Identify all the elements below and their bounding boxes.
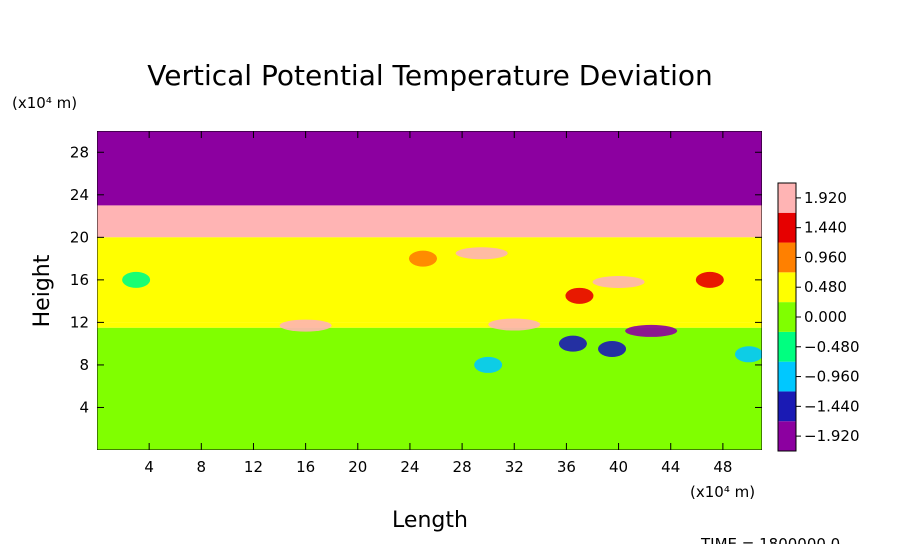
colorbar-swatch xyxy=(778,212,796,243)
x-tick-label: 40 xyxy=(609,458,628,476)
anomaly-patch xyxy=(695,271,724,288)
y-tick-label: 28 xyxy=(70,143,89,161)
x-axis-ticks: 4 8 12 16 20 24 28 32 36 40 44 48 xyxy=(144,131,732,476)
colorbar-label: 1.920 xyxy=(804,189,847,207)
y-tick-label: 4 xyxy=(79,398,89,416)
field-region xyxy=(97,327,762,450)
colorbar-label: −0.960 xyxy=(804,368,860,386)
colorbar-label: 0.000 xyxy=(804,308,847,326)
y-tick-label: 16 xyxy=(70,271,89,289)
colorbar-label: 0.960 xyxy=(804,248,847,266)
colorbar-swatch xyxy=(778,421,796,451)
x-tick-label: 12 xyxy=(244,458,263,476)
anomaly-patch xyxy=(565,287,594,304)
colorbar-swatch xyxy=(778,183,796,213)
x-tick-label: 44 xyxy=(661,458,680,476)
anomaly-patch xyxy=(474,356,503,373)
y-tick-label: 8 xyxy=(79,356,89,374)
x-axis-label: Length xyxy=(392,508,468,533)
colorbar-swatch xyxy=(778,391,796,422)
field-region xyxy=(97,131,762,206)
colorbar-swatch xyxy=(778,331,796,362)
colorbar-label: −1.920 xyxy=(804,427,860,445)
x-tick-label: 20 xyxy=(348,458,367,476)
y-tick-label: 12 xyxy=(70,313,89,331)
x-tick-label: 16 xyxy=(296,458,315,476)
anomaly-patch xyxy=(734,346,762,363)
x-tick-label: 36 xyxy=(557,458,576,476)
field-region xyxy=(97,322,762,328)
anomaly-patch xyxy=(122,271,151,288)
y-axis-ticks: 4 8 12 16 20 24 28 xyxy=(70,143,762,416)
x-tick-label: 48 xyxy=(713,458,732,476)
y-axis-unit: (x10⁴ m) xyxy=(12,94,77,112)
anomaly-patch xyxy=(279,319,332,332)
anomaly-patch xyxy=(558,335,587,352)
colorbar-label: 1.440 xyxy=(804,219,847,237)
anomaly-patch xyxy=(488,318,541,331)
colorbar-swatch xyxy=(778,302,796,332)
x-tick-label: 28 xyxy=(453,458,472,476)
time-label: TIME = 1800000.0 xyxy=(700,535,840,544)
colorbar-swatch xyxy=(778,272,796,303)
x-tick-label: 8 xyxy=(197,458,207,476)
field-region xyxy=(97,205,762,238)
y-tick-label: 20 xyxy=(70,228,89,246)
y-axis-label: Height xyxy=(30,254,55,327)
x-tick-label: 32 xyxy=(505,458,524,476)
field-region xyxy=(97,237,762,323)
x-tick-label: 24 xyxy=(400,458,419,476)
anomaly-patch xyxy=(625,324,678,337)
chart-title: Vertical Potential Temperature Deviation xyxy=(147,59,712,92)
colorbar-label: 0.480 xyxy=(804,278,847,296)
anomaly-patch xyxy=(598,340,627,357)
plot-area xyxy=(97,131,762,450)
colorbar-swatch xyxy=(778,242,796,273)
y-tick-label: 24 xyxy=(70,186,89,204)
colorbar: 1.920 1.440 0.960 0.480 0.000 −0.480 −0.960 −1.… xyxy=(777,182,860,452)
colorbar-label: −1.440 xyxy=(804,397,860,415)
colorbar-label: −0.480 xyxy=(804,338,860,356)
anomaly-patch xyxy=(592,275,645,288)
anomaly-patch xyxy=(408,250,437,267)
x-tick-label: 4 xyxy=(144,458,154,476)
colorbar-swatch xyxy=(778,361,796,392)
anomaly-patch xyxy=(455,247,508,260)
x-axis-unit: (x10⁴ m) xyxy=(690,483,755,501)
